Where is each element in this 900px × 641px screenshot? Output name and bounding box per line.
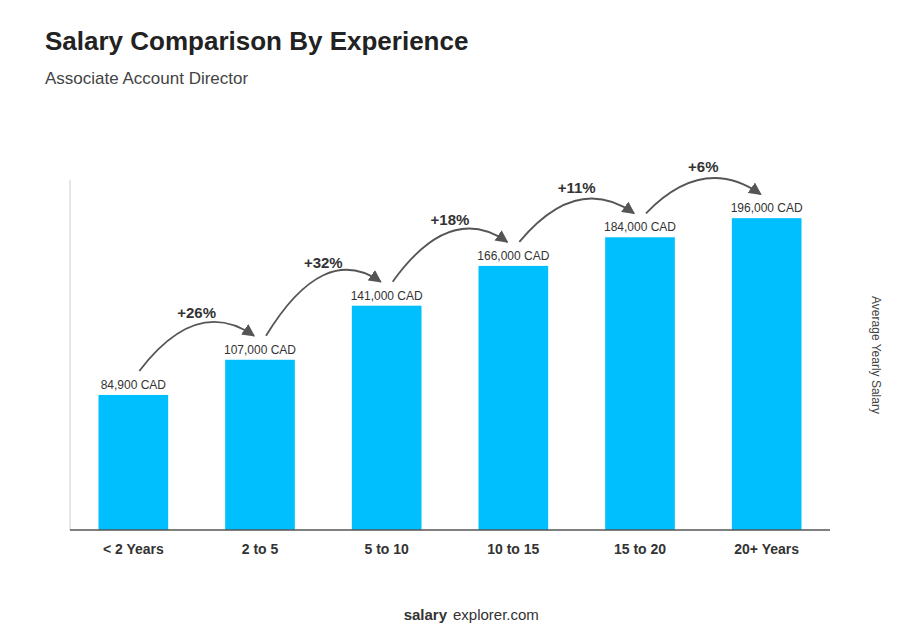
annotation: +18% <box>431 211 470 228</box>
data-label: 141,000 CAD <box>351 289 423 303</box>
y-axis-label: Average Yearly Salary <box>869 296 883 414</box>
y-axis-line <box>70 180 71 530</box>
bar <box>99 395 169 530</box>
footer: salary <box>404 606 448 623</box>
annotation: +6% <box>688 158 718 175</box>
x-axis-line <box>70 529 830 531</box>
change-arrow <box>139 322 254 371</box>
bar <box>479 266 549 530</box>
x-tick-label: < 2 Years <box>103 541 164 557</box>
annotation: +26% <box>177 304 216 321</box>
change-arrow <box>646 178 761 213</box>
change-arrow <box>393 229 508 282</box>
chart: Salary Comparison By Experience Associate… <box>0 0 900 641</box>
data-label: 107,000 CAD <box>224 343 296 357</box>
change-arrow <box>266 270 381 336</box>
chart-container: Salary Comparison By Experience Associate… <box>0 0 900 641</box>
x-tick-label: 2 to 5 <box>242 541 279 557</box>
bar <box>732 218 802 530</box>
data-label: 84,900 CAD <box>101 378 167 392</box>
change-arrow <box>519 199 634 242</box>
bar <box>225 360 295 530</box>
bar <box>605 237 675 530</box>
data-label: 196,000 CAD <box>731 201 803 215</box>
data-label: 166,000 CAD <box>477 249 549 263</box>
annotation: +32% <box>304 254 343 271</box>
data-label: 184,000 CAD <box>604 220 676 234</box>
x-tick-label: 10 to 15 <box>487 541 539 557</box>
x-tick-label: 15 to 20 <box>614 541 666 557</box>
annotation: +11% <box>558 179 596 196</box>
subtitle: Associate Account Director <box>45 69 248 88</box>
footer: explorer.com <box>453 606 539 623</box>
bars <box>99 218 802 530</box>
x-tick-label: 20+ Years <box>734 541 799 557</box>
bar <box>352 306 422 530</box>
title: Salary Comparison By Experience <box>45 26 468 56</box>
x-tick-label: 5 to 10 <box>364 541 409 557</box>
